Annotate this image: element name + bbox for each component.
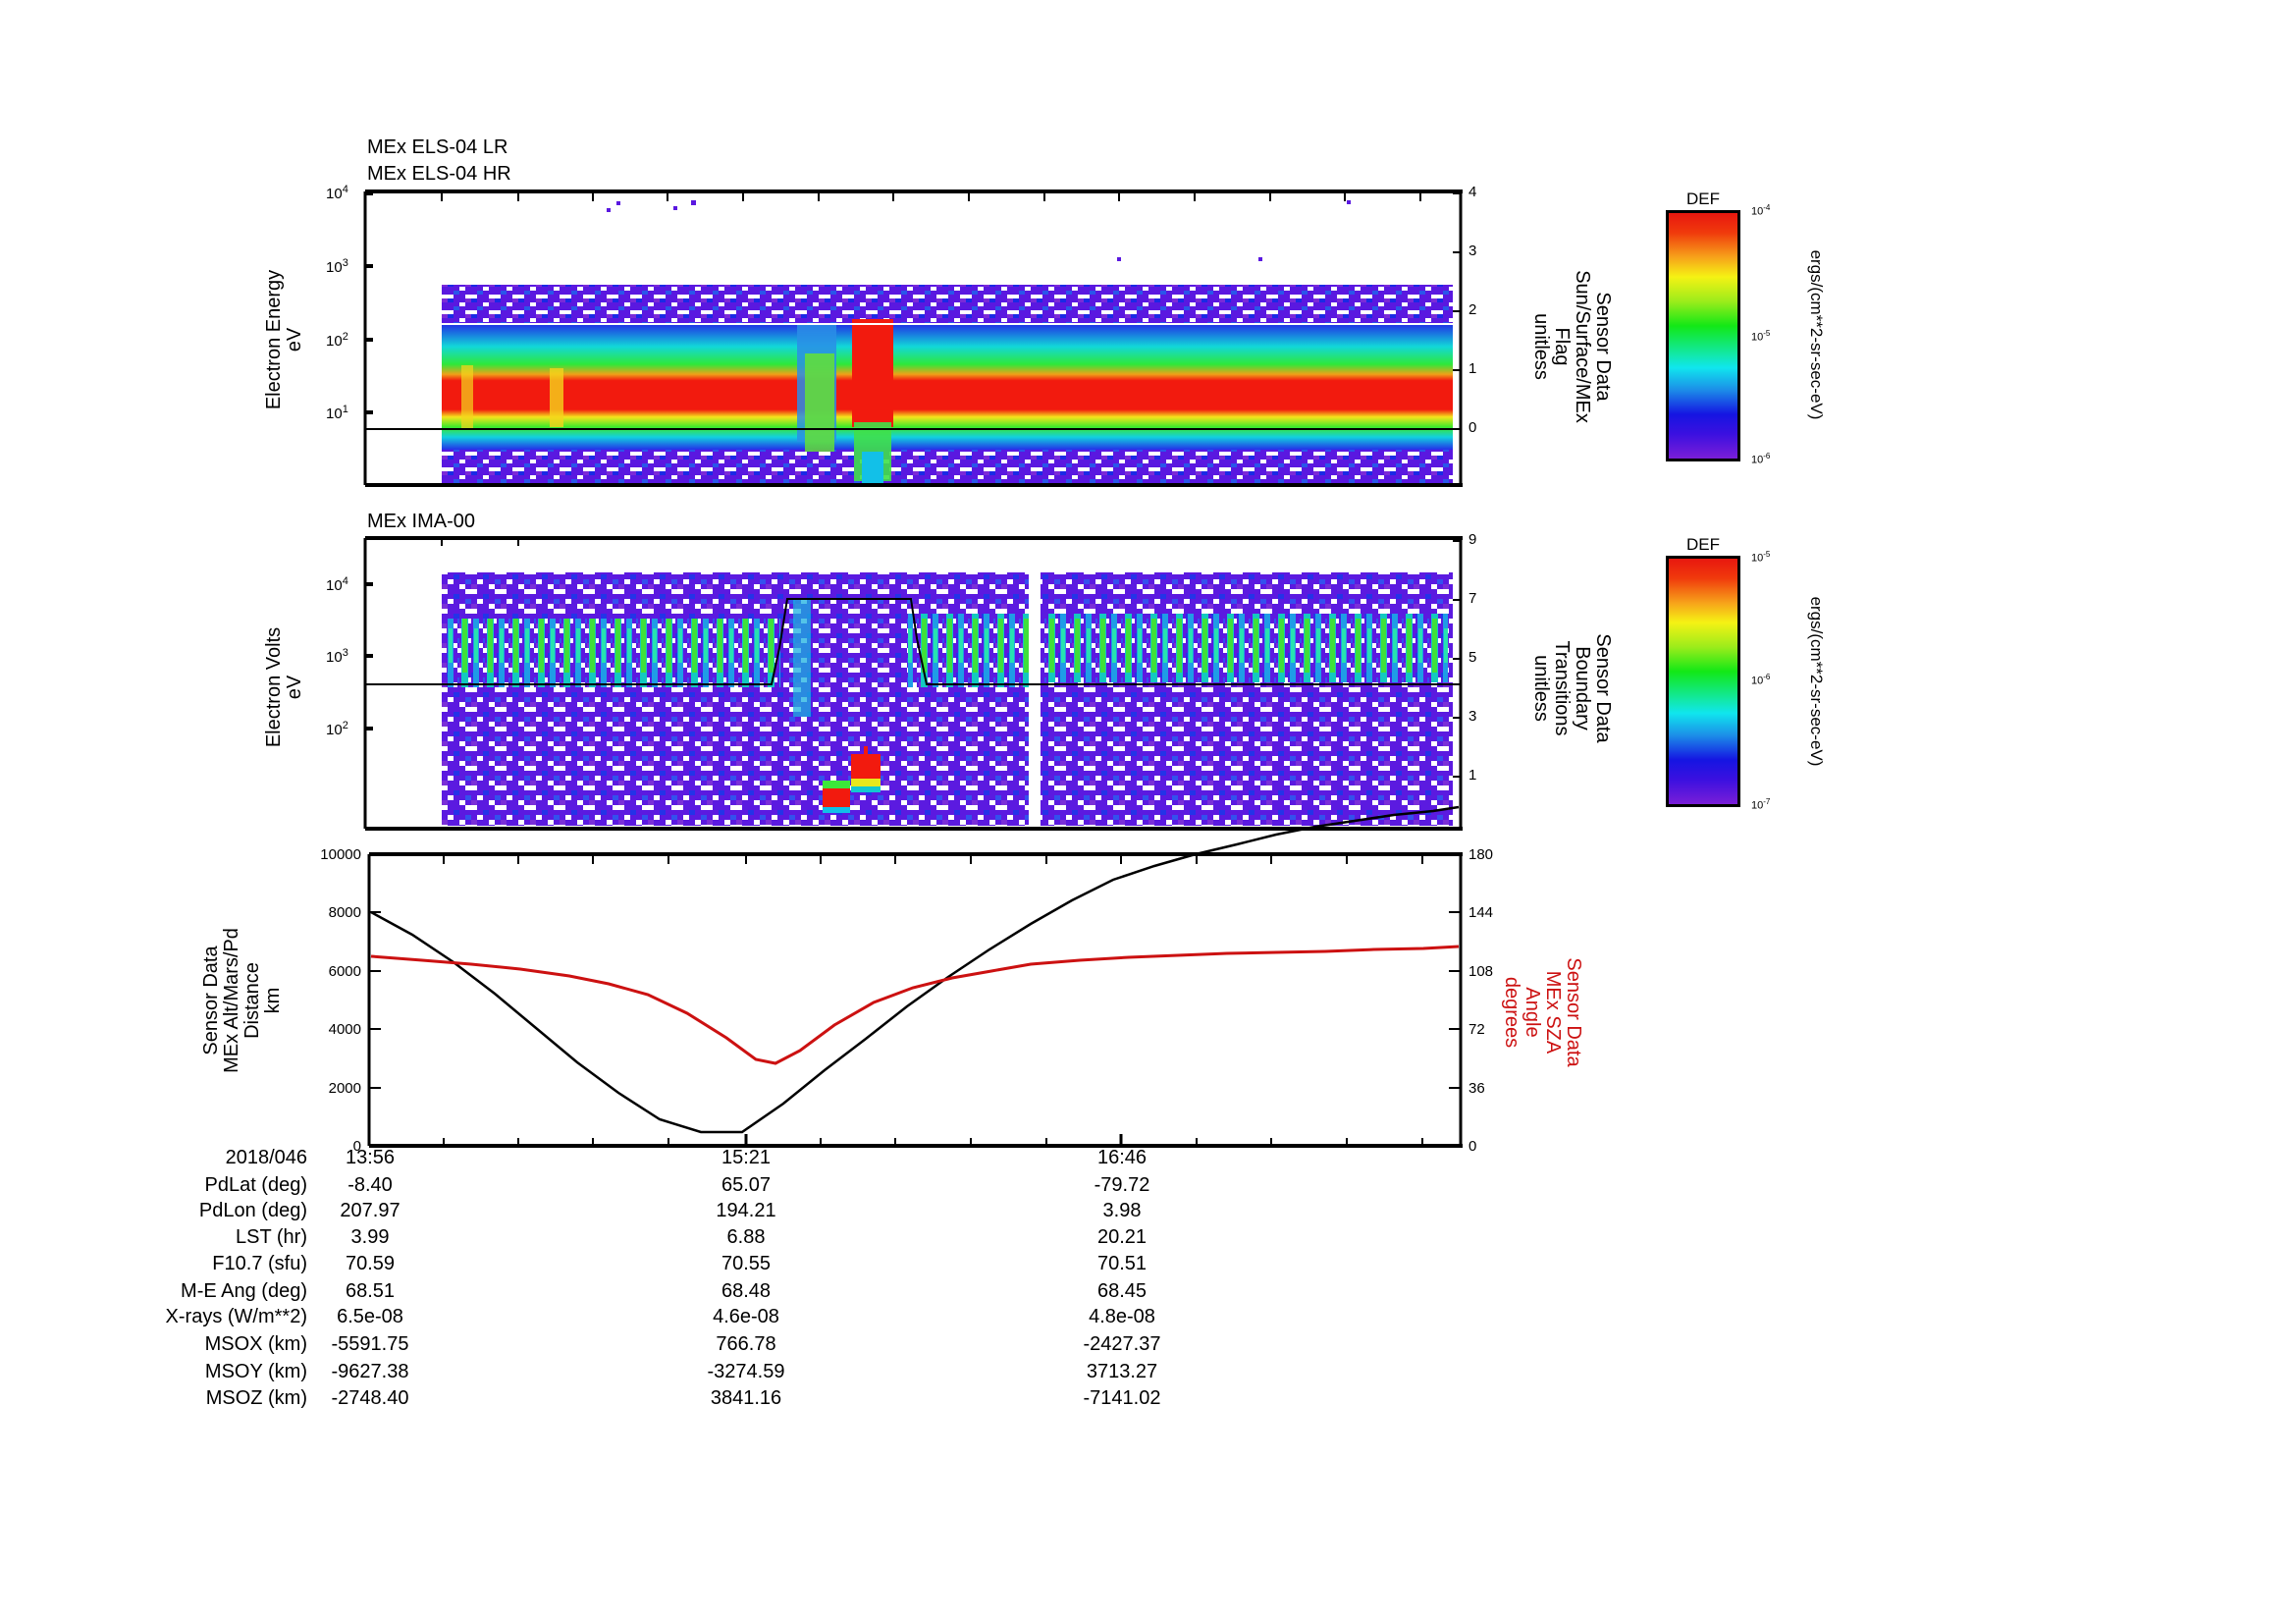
cell: 16:46 [1096,1147,1148,1168]
row-label: PdLon (deg) [198,1200,307,1221]
row-label: 2018/046 [225,1147,307,1168]
cell: 4.6e-08 [713,1306,779,1327]
cell: -7141.02 [1083,1387,1161,1409]
panel1-spectrogram [442,200,1453,484]
colorbar2-title: DEF [1686,535,1720,554]
panel2-boundary-line [365,598,1461,685]
panel2-spectrogram [442,572,1453,828]
colorbar1-title: DEF [1686,189,1720,208]
cell: 207.97 [340,1200,400,1221]
panel2-title: MEx IMA-00 [367,511,476,532]
cell: 68.48 [721,1280,772,1302]
colorbar1-units: ergs/(cm**2-sr-sec-eV) [1807,249,1826,420]
row-label: MSOY (km) [204,1361,307,1382]
panel1-ytick-10e2: 102 [326,331,348,350]
cell: 68.51 [345,1280,396,1302]
row-label: F10.7 (sfu) [212,1253,307,1274]
panel3-rtick: 180 [1468,846,1494,863]
panel2-rtick: 5 [1468,649,1477,666]
panel2-rtick: 7 [1468,590,1477,607]
panel2-frame [363,536,1463,831]
cell: 20.21 [1096,1226,1148,1248]
panel3-ytick: 10000 [320,846,361,863]
cell: -9627.38 [331,1361,409,1382]
panel1-frame [363,189,1463,487]
panel1-rtick: 4 [1468,184,1477,200]
panel3-rtick: 0 [1468,1138,1477,1155]
cell: 3.99 [350,1226,390,1248]
colorbar2-mid-label: 10-6 [1751,673,1771,687]
panel2-ylabel: Electron Volts eV [263,626,305,748]
cell: -79.72 [1094,1174,1150,1196]
cell: -2748.40 [331,1387,409,1409]
colorbar1-bot-label: 10-6 [1751,452,1771,466]
cell: -8.40 [347,1174,393,1196]
cell: 65.07 [721,1174,772,1196]
colorbar2 [1666,556,1740,807]
panel3-ytick: 4000 [328,1021,361,1038]
colorbar1 [1666,210,1740,461]
row-label: X-rays (W/m**2) [165,1306,307,1327]
row-label: PdLat (deg) [204,1174,307,1196]
cell: 70.55 [721,1253,772,1274]
panel3-ytick: 6000 [328,963,361,980]
row-label: MSOX (km) [204,1333,307,1355]
row-label: MSOZ (km) [205,1387,307,1409]
panel3-ylabel: Sensor Data MEx Alt/Mars/Pd Distance km [200,928,284,1073]
cell: 194.21 [716,1200,776,1221]
colorbar1-mid-label: 10-5 [1751,329,1771,344]
row-label: LST (hr) [236,1226,307,1248]
panel1-rtick: 2 [1468,301,1477,318]
colorbar2-bot-label: 10-7 [1751,797,1771,812]
panel3-rtick: 36 [1468,1080,1485,1097]
altitude-line [370,805,1460,1134]
cell: -5591.75 [331,1333,409,1355]
panel3-ytick: 0 [352,1138,361,1155]
panel1-title-lr: MEx ELS-04 LR [367,136,508,158]
colorbar2-top-label: 10-5 [1751,550,1771,565]
panel2-rtick: 3 [1468,708,1477,725]
colorbar1-top-label: 10-4 [1751,203,1771,218]
cell: 6.88 [726,1226,766,1248]
cell: 68.45 [1096,1280,1148,1302]
panel1-rtick: 3 [1468,243,1477,259]
cell: 13:56 [345,1147,396,1168]
cell: 70.51 [1096,1253,1148,1274]
panel3-rtick: 144 [1468,904,1494,921]
row-label: M-E Ang (deg) [181,1280,307,1302]
panel1-ylabel: Electron Energy eV [263,269,305,410]
cell: 6.5e-08 [337,1306,403,1327]
panel2-ytick-10e4: 104 [326,575,348,594]
cell: -3274.59 [707,1361,785,1382]
panel1-ytick-10e3: 103 [326,257,348,276]
panel3-rtick: 72 [1468,1021,1485,1038]
panel1-ytick-10e4: 104 [326,184,348,202]
panel3-ytick: 8000 [328,904,361,921]
panel2-rtick: 9 [1468,531,1477,548]
panel1-rtick: 0 [1468,419,1477,436]
sza-line [370,945,1460,1065]
panel3-frame [367,852,1463,1148]
cell: 4.8e-08 [1089,1306,1155,1327]
panel2-ytick-10e2: 102 [326,720,348,738]
cell: -2427.37 [1083,1333,1161,1355]
panel2-ytick-10e3: 103 [326,647,348,666]
cell: 3713.27 [1086,1361,1158,1382]
panel2-rtick: 1 [1468,767,1477,784]
cell: 70.59 [345,1253,396,1274]
panel2-rlabel: Sensor Data Boundary Transitions unitles… [1530,633,1614,743]
panel1-rtick: 1 [1468,360,1477,377]
cell: 15:21 [721,1147,772,1168]
panel3-rlabel: Sensor Data MEx SZA Angle degrees [1501,957,1584,1067]
colorbar2-units: ergs/(cm**2-sr-sec-eV) [1807,596,1826,767]
cell: 766.78 [716,1333,776,1355]
panel3-ytick: 2000 [328,1080,361,1097]
cell: 3841.16 [710,1387,782,1409]
panel1-ytick-10e1: 101 [326,404,348,422]
cell: 3.98 [1102,1200,1142,1221]
panel1-title-hr: MEx ELS-04 HR [367,163,511,185]
panel3-rtick: 108 [1468,963,1494,980]
panel1-rlabel: Sensor Data Sun/Surface/MEx Flag unitles… [1530,270,1614,423]
